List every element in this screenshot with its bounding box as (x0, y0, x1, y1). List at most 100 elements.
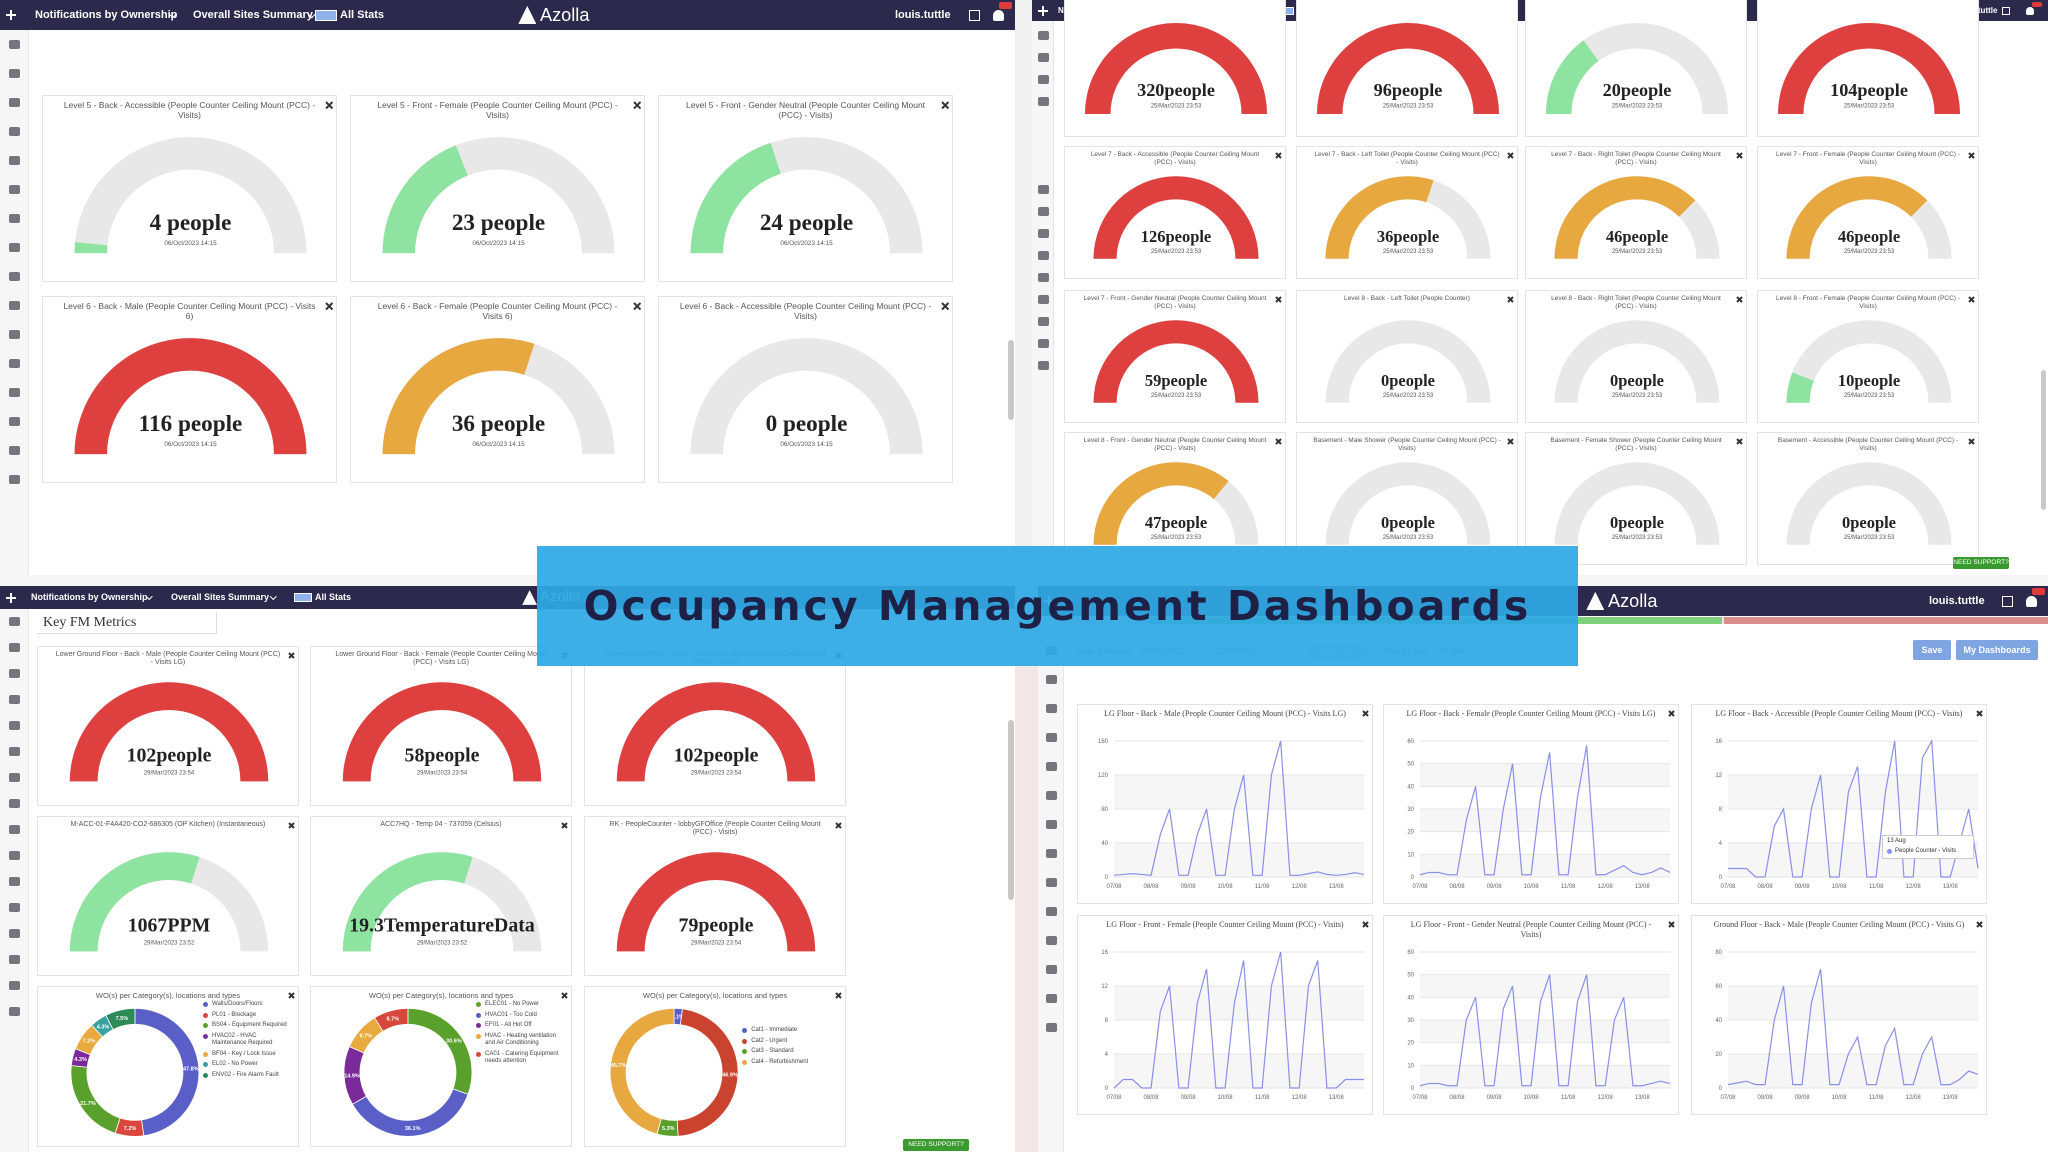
sidebar-icon[interactable] (1045, 762, 1057, 771)
legend-item[interactable]: HVAC - Heating ventilation and Air Condi… (476, 1033, 562, 1048)
sidebar-icon[interactable] (1045, 994, 1057, 1003)
close-icon[interactable] (1976, 921, 1983, 928)
legend-item[interactable]: BF04 - Key / Lock Issue (203, 1051, 289, 1059)
nav-text[interactable]: All Stats (315, 592, 352, 602)
close-icon[interactable] (1976, 710, 1983, 717)
sidebar-icon[interactable] (9, 721, 20, 730)
sidebar-icon[interactable] (1045, 733, 1057, 742)
sidebar-icon[interactable] (9, 388, 20, 397)
close-icon[interactable] (561, 822, 568, 829)
sidebar-icon[interactable] (1037, 251, 1049, 260)
close-icon[interactable] (1275, 438, 1282, 445)
sidebar-icon[interactable] (1037, 31, 1049, 40)
close-icon[interactable] (324, 302, 334, 311)
close-icon[interactable] (324, 101, 334, 110)
toolbar-button[interactable]: Save (1913, 640, 1951, 660)
close-icon[interactable] (1668, 921, 1675, 928)
toggle[interactable] (294, 593, 313, 602)
sidebar-icon[interactable] (9, 669, 20, 678)
close-icon[interactable] (288, 652, 295, 659)
close-icon[interactable] (940, 101, 950, 110)
sidebar-icon[interactable] (1045, 820, 1057, 829)
close-icon[interactable] (632, 302, 642, 311)
sidebar-icon[interactable] (9, 825, 20, 834)
sidebar-icon[interactable] (1037, 75, 1049, 84)
close-icon[interactable] (1507, 296, 1514, 303)
sidebar-icon[interactable] (9, 955, 20, 964)
sidebar-icon[interactable] (9, 695, 20, 704)
sidebar-icon[interactable] (9, 359, 20, 368)
close-icon[interactable] (1507, 438, 1514, 445)
legend-item[interactable]: ELEC01 - No Power (476, 1001, 562, 1009)
close-icon[interactable] (835, 992, 842, 999)
sidebar-icon[interactable] (9, 185, 20, 194)
legend-item[interactable]: Cat2 - Urgent (742, 1038, 828, 1046)
sidebar-icon[interactable] (1037, 207, 1049, 216)
legend-item[interactable]: Cat4 - Refurbishment (742, 1059, 828, 1067)
close-icon[interactable] (288, 992, 295, 999)
legend-item[interactable]: HVAC02 - HVAC Maintenance Required (203, 1033, 289, 1048)
sidebar-icon[interactable] (9, 330, 20, 339)
legend-item[interactable]: BS04 - Equipment Required (203, 1022, 289, 1030)
sidebar-icon[interactable] (9, 40, 20, 49)
sidebar-icon[interactable] (9, 981, 20, 990)
sidebar-icon[interactable] (9, 243, 20, 252)
close-icon[interactable] (1362, 710, 1369, 717)
sidebar-icon[interactable] (9, 929, 20, 938)
legend-item[interactable]: Cat3 - Standard (742, 1048, 828, 1056)
sidebar-icon[interactable] (9, 903, 20, 912)
sidebar-icon[interactable] (1037, 361, 1049, 370)
close-icon[interactable] (1736, 152, 1743, 159)
sidebar-icon[interactable] (1037, 97, 1049, 106)
close-icon[interactable] (940, 302, 950, 311)
close-icon[interactable] (1507, 152, 1514, 159)
sidebar-icon[interactable] (9, 98, 20, 107)
sidebar-icon[interactable] (9, 69, 20, 78)
close-icon[interactable] (1736, 296, 1743, 303)
nav-text[interactable]: Notifications by Ownership (31, 592, 148, 602)
legend-item[interactable]: PL01 - Blockage (203, 1012, 289, 1020)
close-icon[interactable] (1968, 438, 1975, 445)
close-icon[interactable] (1968, 296, 1975, 303)
sidebar-icon[interactable] (1045, 791, 1057, 800)
legend-item[interactable]: EF01 - All Hot Off (476, 1022, 562, 1030)
sidebar-icon[interactable] (9, 475, 20, 484)
close-icon[interactable] (288, 822, 295, 829)
sidebar-icon[interactable] (9, 301, 20, 310)
legend-item[interactable]: CA01 - Catering Equipment needs attentio… (476, 1051, 562, 1066)
sidebar-icon[interactable] (1045, 907, 1057, 916)
sidebar-icon[interactable] (9, 799, 20, 808)
legend-item[interactable]: Cat1 - Immediate (742, 1027, 828, 1035)
sidebar-icon[interactable] (1045, 704, 1057, 713)
sidebar-icon[interactable] (1037, 273, 1049, 282)
sidebar-icon[interactable] (1045, 1023, 1057, 1032)
sidebar-icon[interactable] (9, 1007, 20, 1016)
close-icon[interactable] (561, 992, 568, 999)
sidebar-icon[interactable] (1045, 878, 1057, 887)
sidebar-icon[interactable] (1037, 53, 1049, 62)
toggle[interactable] (314, 9, 337, 21)
sidebar-icon[interactable] (9, 643, 20, 652)
sidebar-icon[interactable] (1045, 936, 1057, 945)
close-icon[interactable] (1275, 152, 1282, 159)
sidebar-icon[interactable] (9, 617, 20, 626)
nav-text[interactable]: All Stats (340, 9, 385, 21)
sidebar-icon[interactable] (9, 851, 20, 860)
sidebar-icon[interactable] (9, 156, 20, 165)
sidebar-icon[interactable] (1037, 317, 1049, 326)
sidebar-icon[interactable] (1045, 675, 1057, 684)
close-icon[interactable] (835, 822, 842, 829)
sidebar-icon[interactable] (9, 773, 20, 782)
close-icon[interactable] (1968, 152, 1975, 159)
sidebar-icon[interactable] (9, 877, 20, 886)
sidebar-icon[interactable] (9, 747, 20, 756)
sidebar-icon[interactable] (1037, 295, 1049, 304)
close-icon[interactable] (1275, 296, 1282, 303)
close-icon[interactable] (1362, 921, 1369, 928)
nav-text[interactable]: Overall Sites Summary (193, 9, 313, 21)
close-icon[interactable] (1736, 438, 1743, 445)
sidebar-icon[interactable] (9, 214, 20, 223)
toolbar-button[interactable]: My Dashboards (1956, 640, 2038, 660)
sidebar-icon[interactable] (9, 127, 20, 136)
nav-text[interactable]: Overall Sites Summary (171, 592, 270, 602)
